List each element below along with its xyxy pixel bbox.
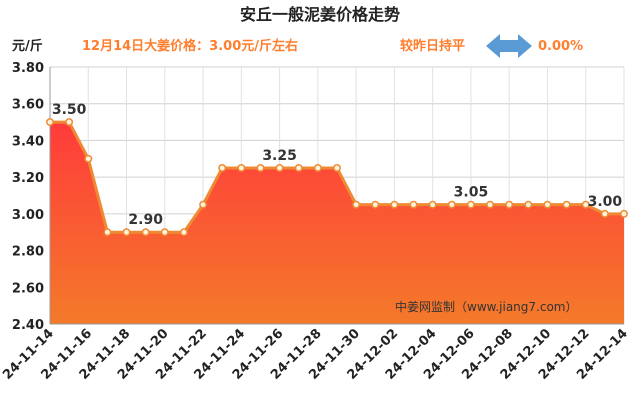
data-point	[620, 209, 628, 218]
data-point	[313, 164, 322, 172]
data-point	[275, 164, 284, 172]
data-point	[237, 164, 246, 172]
plot-area: 2.40 2.60 2.80 3.00 3.20 3.40 3.60 3.80 3.50 2.90…	[0, 61, 631, 383]
data-point	[371, 200, 380, 209]
data-point	[562, 200, 571, 209]
y-tick-label: 2.40	[12, 318, 44, 333]
y-tick-label: 3.40	[12, 134, 44, 149]
data-point	[46, 118, 54, 127]
data-point	[600, 209, 609, 218]
info-text: 12月14日大姜价格：3.00元/斤左右	[82, 38, 298, 54]
y-tick-label: 3.80	[12, 61, 44, 76]
change-text: 较昨日持平	[400, 38, 465, 54]
data-point	[486, 200, 495, 209]
y-tick-label: 3.20	[12, 171, 44, 186]
data-point	[294, 164, 303, 172]
unit-label: 元/斤	[12, 38, 43, 54]
data-label: 3.50	[52, 102, 87, 118]
y-tick-label: 3.00	[12, 208, 44, 223]
y-tick-label: 2.60	[12, 281, 44, 296]
data-point	[103, 228, 112, 237]
double-arrow-icon	[486, 34, 532, 58]
chart-title: 安丘一般泥姜价格走势	[240, 5, 400, 24]
data-point	[160, 228, 169, 237]
data-point	[84, 154, 93, 163]
watermark: 中姜网监制（www.jiang7.com）	[395, 299, 577, 314]
data-point	[122, 228, 131, 237]
data-label: 2.90	[128, 212, 163, 228]
price-area	[50, 122, 624, 324]
data-label: 3.05	[454, 185, 489, 201]
data-label: 3.00	[588, 194, 623, 210]
data-point	[256, 164, 265, 172]
y-tick-label: 2.80	[12, 245, 44, 260]
data-point	[218, 164, 227, 172]
data-point	[524, 200, 533, 209]
data-point	[428, 200, 437, 209]
data-point	[141, 228, 150, 237]
change-value: 0.00%	[538, 39, 583, 54]
data-point	[505, 200, 514, 209]
data-point	[179, 228, 188, 237]
data-point	[447, 200, 456, 209]
data-label: 3.25	[262, 148, 297, 164]
y-tick-label: 3.60	[12, 98, 44, 113]
data-point	[581, 200, 590, 209]
data-point	[409, 200, 418, 209]
data-point	[65, 118, 74, 127]
data-point	[390, 200, 399, 209]
data-point	[333, 164, 341, 172]
data-point	[466, 200, 475, 209]
data-point	[352, 200, 361, 209]
data-point	[543, 200, 552, 209]
data-point	[199, 200, 208, 209]
